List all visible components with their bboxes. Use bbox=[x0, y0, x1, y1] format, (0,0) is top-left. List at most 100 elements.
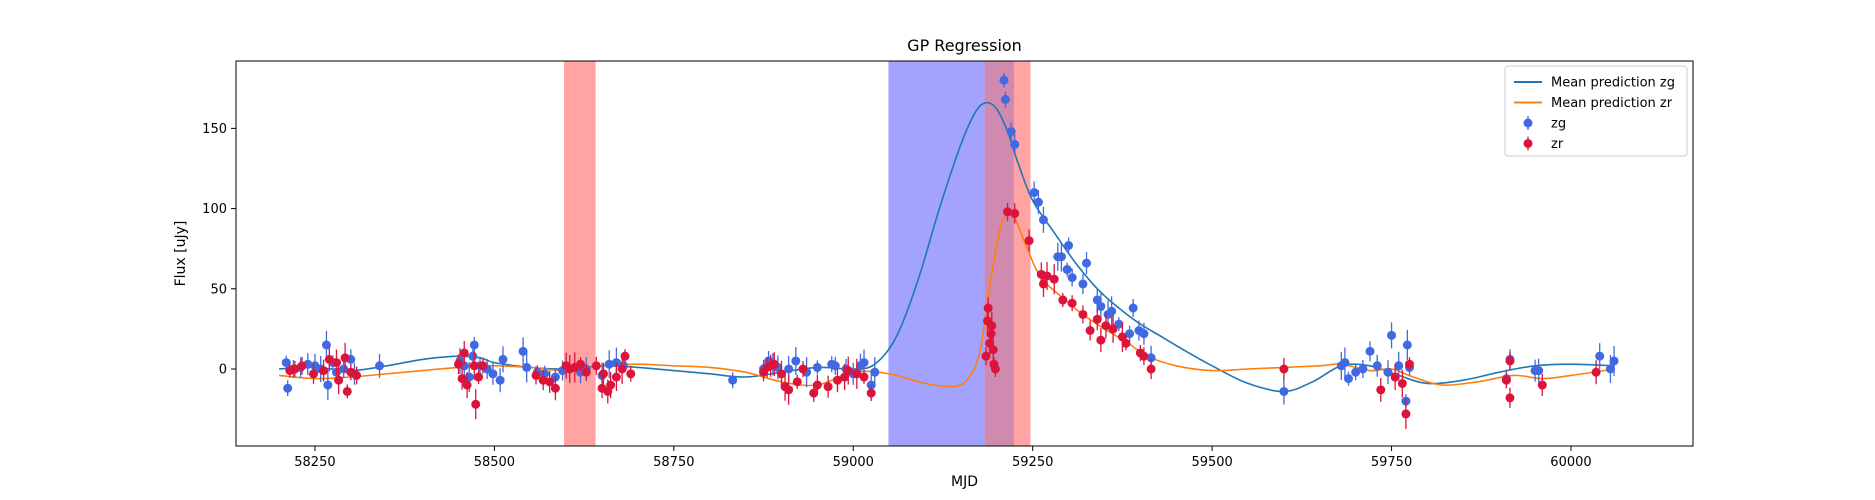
zr-data-point bbox=[1024, 236, 1034, 246]
zg-data-point bbox=[1139, 329, 1149, 339]
zg-data-point bbox=[604, 359, 614, 369]
x-tick-label: 59500 bbox=[1191, 455, 1232, 470]
zr-data-point bbox=[983, 303, 993, 313]
zg-data-point bbox=[1372, 361, 1382, 371]
zg-data-point bbox=[859, 358, 869, 368]
zr-data-point bbox=[459, 348, 469, 358]
zr-data-point bbox=[1505, 356, 1515, 366]
legend-box bbox=[1504, 65, 1688, 157]
zg-data-point bbox=[1534, 366, 1544, 376]
zr-data-point bbox=[352, 370, 362, 380]
zr-data-point bbox=[471, 399, 481, 409]
zr-data-point bbox=[1390, 372, 1400, 382]
legend-label: zg bbox=[1551, 117, 1566, 132]
shaded-region-3 bbox=[984, 61, 1015, 446]
zg-data-point bbox=[375, 361, 385, 371]
zr-data-point bbox=[581, 367, 591, 377]
zr-data-point bbox=[812, 380, 822, 390]
shaded-region-4 bbox=[1014, 61, 1031, 446]
zr-data-point bbox=[474, 372, 484, 382]
zr-data-point bbox=[776, 369, 786, 379]
zg-data-point bbox=[1107, 306, 1117, 316]
zg-data-point bbox=[1128, 303, 1138, 313]
zr-data-point bbox=[1501, 375, 1511, 385]
y-axis-label: Flux [uJy] bbox=[173, 221, 189, 287]
zg-data-point bbox=[1038, 215, 1048, 225]
zr-data-point bbox=[1049, 274, 1059, 284]
x-tick-label: 59750 bbox=[1371, 455, 1412, 470]
zr-data-point bbox=[591, 361, 601, 371]
zr-data-point bbox=[1139, 351, 1149, 361]
legend-point-marker bbox=[1523, 118, 1533, 128]
zr-data-point bbox=[469, 361, 479, 371]
zr-data-point bbox=[319, 366, 329, 376]
zr-data-point bbox=[792, 377, 802, 387]
zr-data-point bbox=[798, 364, 808, 374]
zr-data-point bbox=[576, 359, 586, 369]
zg-data-point bbox=[468, 351, 478, 361]
zg-data-point bbox=[1125, 329, 1135, 339]
zr-data-point bbox=[1376, 385, 1386, 395]
zg-data-point bbox=[870, 367, 880, 377]
x-tick-label: 58750 bbox=[653, 455, 694, 470]
data-points bbox=[281, 73, 1619, 429]
zr-data-point bbox=[598, 369, 608, 379]
zg-data-point bbox=[1006, 127, 1016, 137]
zg-data-point bbox=[784, 364, 794, 374]
zr-data-point bbox=[620, 351, 630, 361]
zg-data-point bbox=[1402, 340, 1412, 350]
zg-data-point bbox=[1605, 364, 1615, 374]
zr-data-point bbox=[1085, 326, 1095, 335]
zr-data-point bbox=[531, 370, 541, 380]
zg-data-point bbox=[1595, 351, 1605, 361]
zr-data-point bbox=[1279, 364, 1289, 374]
zg-data-point bbox=[830, 361, 840, 371]
zg-data-point bbox=[1010, 139, 1020, 149]
zr-data-point bbox=[1092, 314, 1102, 324]
zg-data-point bbox=[1056, 252, 1066, 262]
zg-data-point bbox=[281, 358, 291, 368]
y-tick-label: 150 bbox=[202, 122, 227, 137]
zr-data-point bbox=[809, 388, 819, 398]
x-tick-label: 60000 bbox=[1550, 455, 1591, 470]
zr-data-point bbox=[1096, 335, 1106, 345]
plot-area: 58250 58500 58750 59000 59250 59500 59750 60000… bbox=[202, 60, 1694, 470]
zg-data-point bbox=[469, 340, 479, 350]
zg-data-point bbox=[488, 369, 498, 379]
zr-data-point bbox=[832, 375, 842, 385]
zr-data-point bbox=[457, 374, 467, 384]
zr-data-point bbox=[309, 369, 319, 379]
zr-data-point bbox=[866, 388, 876, 398]
x-axis: 58250 58500 58750 59000 59250 59500 59750 60000 bbox=[294, 446, 1592, 470]
zr-data-point bbox=[784, 385, 794, 395]
zg-data-point bbox=[791, 356, 801, 366]
x-tick-label: 58250 bbox=[294, 455, 335, 470]
zr-data-point bbox=[478, 361, 488, 371]
zr-data-point bbox=[290, 364, 300, 374]
zg-data-point bbox=[1387, 330, 1397, 340]
zg-data-point bbox=[1067, 273, 1077, 283]
zr-data-point bbox=[1078, 309, 1088, 319]
legend-label: Mean prediction zg bbox=[1551, 76, 1675, 91]
zr-data-point bbox=[988, 345, 998, 355]
zr-data-point bbox=[1108, 324, 1118, 334]
zg-data-point bbox=[1033, 197, 1043, 207]
zr-data-point bbox=[342, 386, 352, 396]
zr-data-point bbox=[769, 359, 779, 369]
y-tick-label: 100 bbox=[202, 202, 227, 217]
zr-data-point bbox=[1101, 321, 1111, 331]
zg-data-point bbox=[1343, 374, 1353, 384]
zg-data-point bbox=[1351, 367, 1361, 377]
zr-data-point bbox=[626, 369, 636, 379]
zg-data-point bbox=[339, 364, 349, 374]
zg-data-point bbox=[1078, 279, 1088, 289]
zr-data-point bbox=[1058, 295, 1068, 305]
zr-data-point bbox=[852, 369, 862, 379]
zr-data-point bbox=[1146, 364, 1156, 374]
legend-label: Mean prediction zr bbox=[1551, 96, 1673, 111]
zg-data-point bbox=[728, 375, 738, 385]
zg-data-point bbox=[1064, 240, 1074, 250]
shaded-region-2 bbox=[888, 61, 985, 446]
zg-data-point bbox=[1609, 356, 1619, 366]
